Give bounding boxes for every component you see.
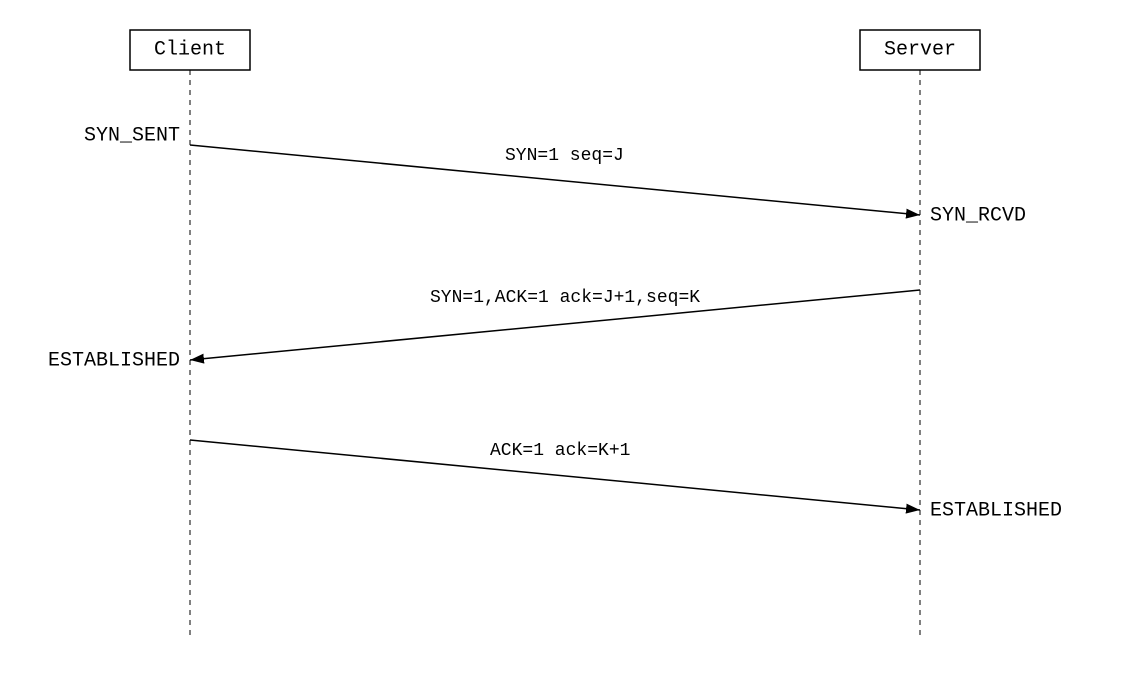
client-label: Client bbox=[154, 39, 226, 62]
message-label-2: ACK=1 ack=K+1 bbox=[490, 441, 630, 461]
message-label-0: SYN=1 seq=J bbox=[505, 146, 624, 166]
sequence-diagram: Client Server SYN_SENT SYN_RCVD ESTABLISHED E… bbox=[0, 0, 1134, 674]
state-server-3: ESTABLISHED bbox=[930, 499, 1062, 522]
state-client-2: ESTABLISHED bbox=[48, 349, 180, 372]
server-label: Server bbox=[884, 39, 956, 62]
state-server-1: SYN_RCVD bbox=[930, 204, 1026, 227]
state-client-0: SYN_SENT bbox=[84, 124, 180, 147]
message-label-1: SYN=1,ACK=1 ack=J+1,seq=K bbox=[430, 288, 700, 308]
